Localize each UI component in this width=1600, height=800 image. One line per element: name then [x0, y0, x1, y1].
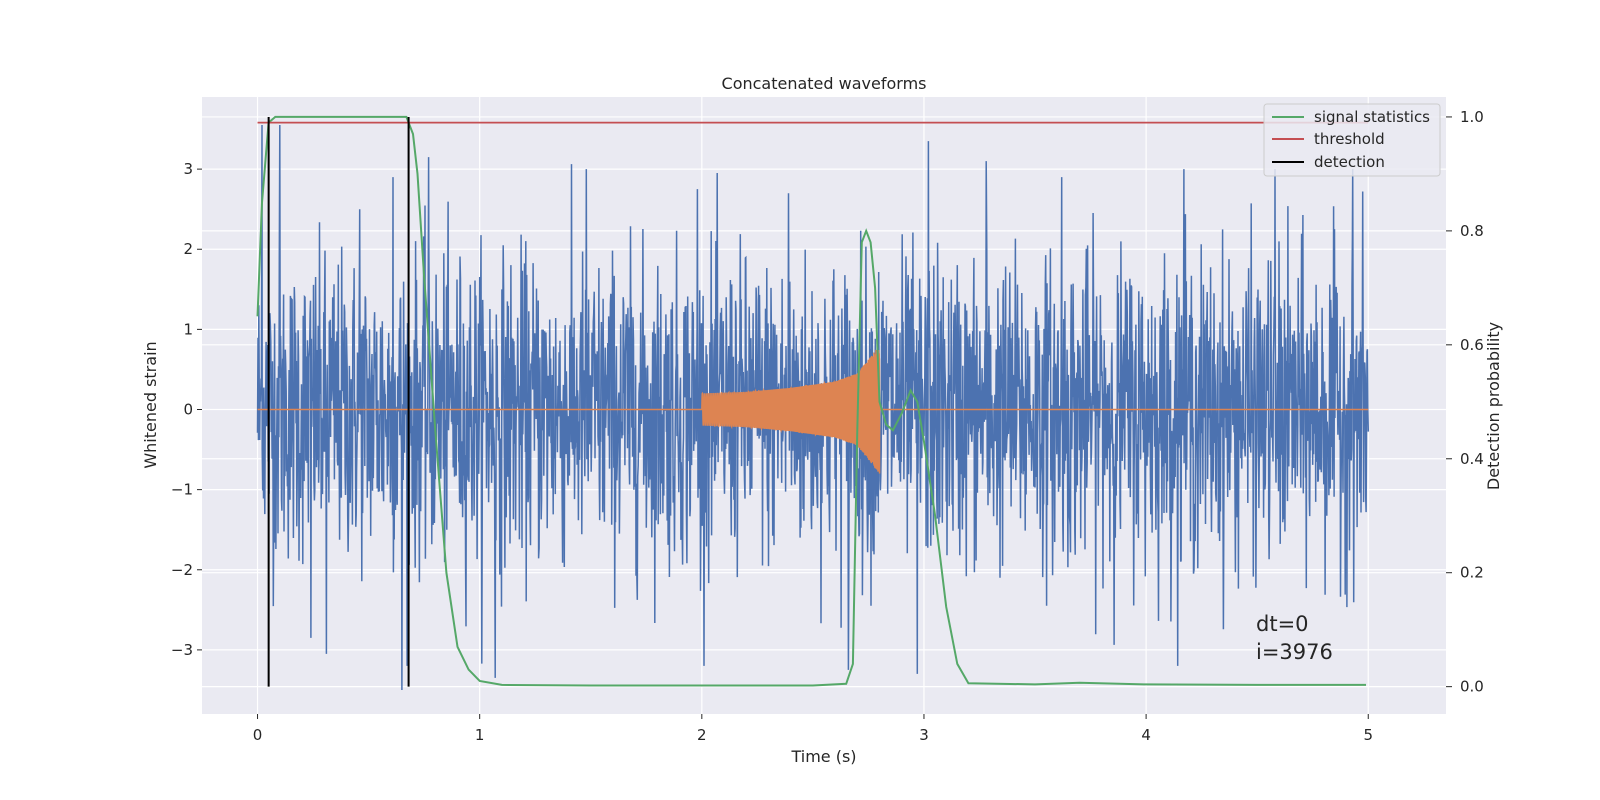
y-right-axis-ticks: 0.0 0.2 0.4 0.6 0.8 1.0 — [1446, 108, 1484, 696]
chart-title: Concatenated waveforms — [722, 74, 927, 93]
y-right-tick-label: 0.8 — [1460, 222, 1484, 240]
legend-label-threshold: threshold — [1314, 130, 1385, 148]
y-left-tick-label: −3 — [171, 641, 193, 659]
template-line — [257, 348, 1369, 474]
template-series — [257, 348, 1369, 474]
y-right-tick-label: 0.2 — [1460, 564, 1484, 582]
y-right-tick-label: 0.0 — [1460, 678, 1484, 696]
y-left-axis-ticks: −3 −2 −1 0 1 2 3 — [171, 160, 202, 659]
signal-statistics-series — [256, 115, 1366, 687]
x-axis-label: Time (s) — [790, 747, 856, 766]
y-right-tick-label: 0.6 — [1460, 336, 1484, 354]
x-tick-label: 4 — [1141, 726, 1151, 744]
y-left-tick-label: 3 — [183, 160, 193, 178]
y-left-axis-label: Whitened strain — [141, 341, 160, 468]
y-right-tick-label: 1.0 — [1460, 108, 1484, 126]
y-left-tick-label: 0 — [183, 401, 193, 419]
detection-series — [267, 116, 410, 687]
y-right-axis-label: Detection probability — [1484, 322, 1503, 490]
annotation-index: i=3976 — [1256, 640, 1333, 664]
legend-box — [1263, 103, 1441, 177]
x-tick-label: 2 — [697, 726, 707, 744]
y-left-tick-label: −2 — [171, 561, 193, 579]
annotation-dt: dt=0 — [1256, 612, 1309, 636]
legend: signal statistics threshold detection — [1263, 103, 1441, 177]
x-tick-label: 5 — [1363, 726, 1373, 744]
x-tick-label: 0 — [253, 726, 263, 744]
y-left-tick-label: −1 — [171, 481, 193, 499]
y-right-tick-label: 0.4 — [1460, 450, 1484, 468]
y-left-tick-label: 2 — [183, 240, 193, 258]
x-tick-label: 1 — [475, 726, 485, 744]
legend-label-detection: detection — [1314, 153, 1385, 171]
y-left-tick-label: 1 — [183, 320, 193, 338]
legend-label-signal-statistics: signal statistics — [1314, 108, 1430, 126]
x-tick-label: 3 — [919, 726, 929, 744]
signal-statistics-line — [256, 115, 1366, 687]
x-axis-ticks: 0 1 2 3 4 5 — [253, 714, 1373, 744]
